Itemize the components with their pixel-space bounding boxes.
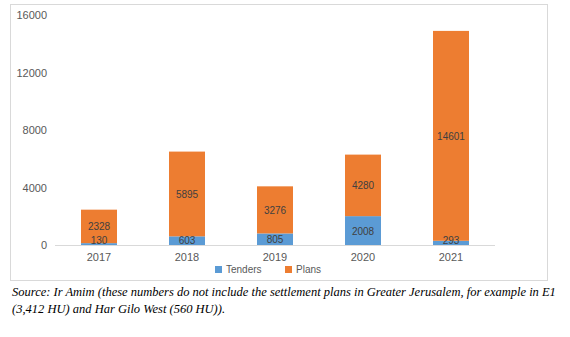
y-tick-label: 0 bbox=[41, 239, 47, 251]
y-tick-label: 16000 bbox=[16, 9, 47, 21]
x-tick-label: 2021 bbox=[439, 251, 463, 263]
y-tick-label: 8000 bbox=[23, 124, 47, 136]
chart-frame bbox=[11, 5, 548, 281]
legend-swatch bbox=[285, 266, 292, 273]
bar bbox=[257, 186, 293, 233]
data-label: 293 bbox=[443, 235, 460, 246]
bar bbox=[433, 31, 469, 241]
data-label: 2008 bbox=[352, 226, 375, 237]
bars bbox=[81, 31, 469, 245]
data-label: 603 bbox=[179, 235, 196, 246]
data-label: 3276 bbox=[264, 205, 287, 216]
data-label: 130 bbox=[91, 235, 108, 246]
caption: Source: Ir Amim (these numbers do not in… bbox=[12, 284, 560, 318]
data-label: 5895 bbox=[176, 189, 199, 200]
legend-label: Plans bbox=[296, 264, 321, 275]
data-label: 2328 bbox=[88, 221, 111, 232]
x-tick-label: 2017 bbox=[87, 251, 111, 263]
legend-label: Tenders bbox=[226, 264, 262, 275]
data-label: 14601 bbox=[437, 131, 465, 142]
x-tick-label: 2019 bbox=[263, 251, 287, 263]
data-label: 805 bbox=[267, 234, 284, 245]
bar bbox=[345, 216, 381, 245]
bar bbox=[345, 155, 381, 217]
y-tick-label: 12000 bbox=[16, 67, 47, 79]
bar bbox=[257, 233, 293, 245]
bar bbox=[169, 152, 205, 237]
annotation: Source: Ir Amim (these numbers do not in… bbox=[12, 284, 560, 318]
legend-swatch bbox=[215, 266, 222, 273]
y-tick-label: 4000 bbox=[23, 182, 47, 194]
x-tick-label: 2018 bbox=[175, 251, 199, 263]
x-tick-label: 2020 bbox=[351, 251, 375, 263]
legend: Tenders Plans bbox=[215, 264, 321, 275]
data-label: 4280 bbox=[352, 180, 375, 191]
